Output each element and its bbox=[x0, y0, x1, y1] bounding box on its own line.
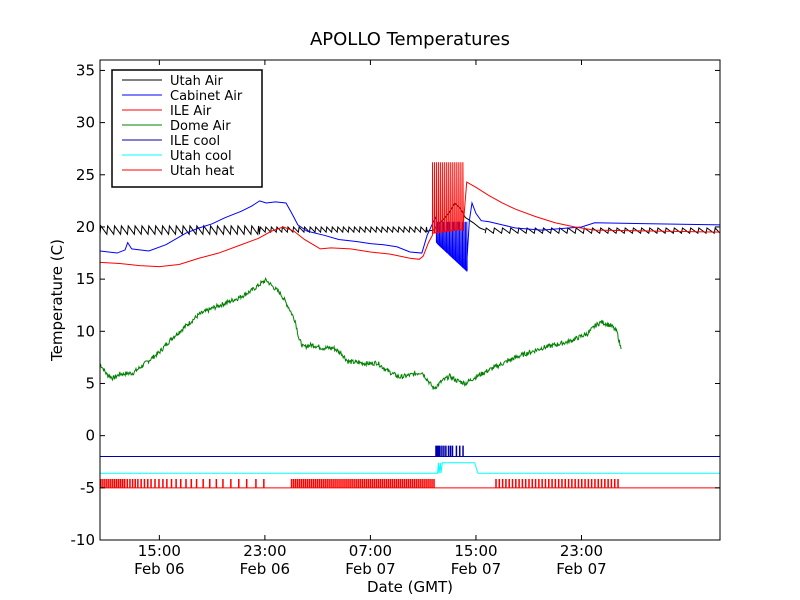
x-tick-label-time: 15:00 bbox=[138, 542, 181, 560]
series-utah-cool bbox=[100, 462, 720, 474]
y-axis-label: Temperature (C) bbox=[48, 239, 66, 362]
legend-label: ILE Air bbox=[170, 104, 212, 119]
y-tick-label: 5 bbox=[85, 374, 95, 392]
series-ile-cool bbox=[100, 445, 720, 458]
series-line-dome-air bbox=[100, 277, 622, 390]
x-tick-label-time: 23:00 bbox=[560, 542, 603, 560]
legend-label: ILE cool bbox=[170, 134, 220, 149]
series-line-utah-heat bbox=[100, 478, 720, 500]
y-tick-label: -10 bbox=[71, 531, 96, 549]
series-line-utah-cool bbox=[100, 462, 720, 474]
x-tick-label-time: 23:00 bbox=[243, 542, 286, 560]
series-cabinet-air bbox=[100, 200, 720, 273]
x-tick-label-time: 15:00 bbox=[454, 542, 497, 560]
legend-label: Cabinet Air bbox=[170, 89, 243, 104]
y-tick-label: 10 bbox=[76, 322, 95, 340]
x-tick-label-date: Feb 07 bbox=[556, 560, 606, 578]
y-tick-label: 35 bbox=[76, 61, 95, 79]
legend-box bbox=[111, 69, 263, 188]
chart-title: APOLLO Temperatures bbox=[310, 29, 510, 50]
series-layer bbox=[100, 162, 720, 500]
y-tick-label: 0 bbox=[85, 427, 95, 445]
series-line-cabinet-air bbox=[100, 200, 720, 273]
y-tick-label: 20 bbox=[76, 218, 95, 236]
legend-label: Utah heat bbox=[170, 164, 234, 179]
series-line-utah-air bbox=[100, 224, 261, 236]
y-tick-label: 30 bbox=[76, 114, 95, 132]
legend-label: Utah Air bbox=[170, 74, 223, 89]
series-line-ile-air bbox=[100, 162, 720, 268]
x-tick-label-date: Feb 07 bbox=[451, 560, 501, 578]
x-tick-label-time: 07:00 bbox=[349, 542, 392, 560]
y-tick-label: -5 bbox=[80, 479, 95, 497]
x-tick-label-date: Feb 06 bbox=[134, 560, 184, 578]
y-tick-label: 25 bbox=[76, 166, 95, 184]
x-tick-label-date: Feb 07 bbox=[345, 560, 395, 578]
series-line-utah-air bbox=[259, 225, 428, 234]
series-line-ile-cool bbox=[100, 445, 720, 458]
x-tick-label-date: Feb 06 bbox=[240, 560, 290, 578]
y-tick-label: 15 bbox=[76, 270, 95, 288]
plot-frame bbox=[99, 59, 721, 541]
series-dome-air bbox=[100, 277, 622, 390]
legend-label: Dome Air bbox=[170, 119, 231, 134]
legend-label: Utah cool bbox=[170, 149, 232, 164]
series-utah-heat bbox=[100, 478, 720, 500]
x-axis-label: Date (GMT) bbox=[367, 578, 453, 596]
series-ile-air bbox=[100, 162, 720, 268]
